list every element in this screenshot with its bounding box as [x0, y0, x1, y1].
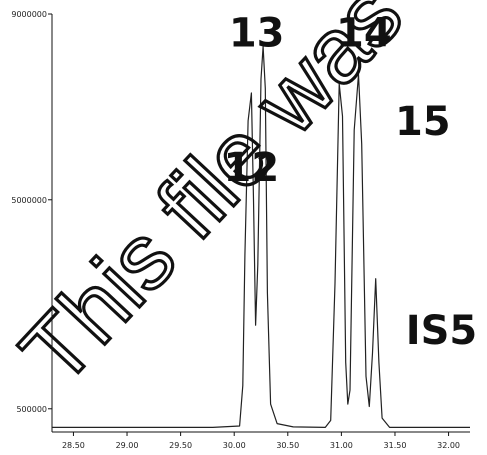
peak-label-12: 12 [223, 145, 279, 191]
y-tick-label: 500000 [16, 405, 47, 414]
y-tick-label: 5000000 [11, 196, 47, 205]
chromatogram-trace [52, 45, 470, 428]
x-tick-label: 29.00 [116, 441, 139, 450]
x-tick-label: 29.50 [169, 441, 192, 450]
x-tick-label: 31.00 [330, 441, 353, 450]
x-tick-label: 28.50 [62, 441, 85, 450]
peak-label-is5: IS5 [406, 308, 478, 354]
axes [51, 14, 470, 433]
peak-label-13: 13 [229, 11, 285, 57]
x-tick-label: 31.50 [384, 441, 407, 450]
x-tick-label: 30.00 [223, 441, 246, 450]
y-tick-label: 9000000 [11, 10, 47, 19]
x-tick-label: 32.00 [437, 441, 460, 450]
ticks: 28.50 29.00 29.50 30.00 30.50 31.00 31.50 32.00… [11, 10, 460, 450]
peak-label-14: 14 [336, 11, 392, 57]
peak-label-15: 15 [395, 99, 451, 145]
x-tick-label: 30.50 [276, 441, 299, 450]
